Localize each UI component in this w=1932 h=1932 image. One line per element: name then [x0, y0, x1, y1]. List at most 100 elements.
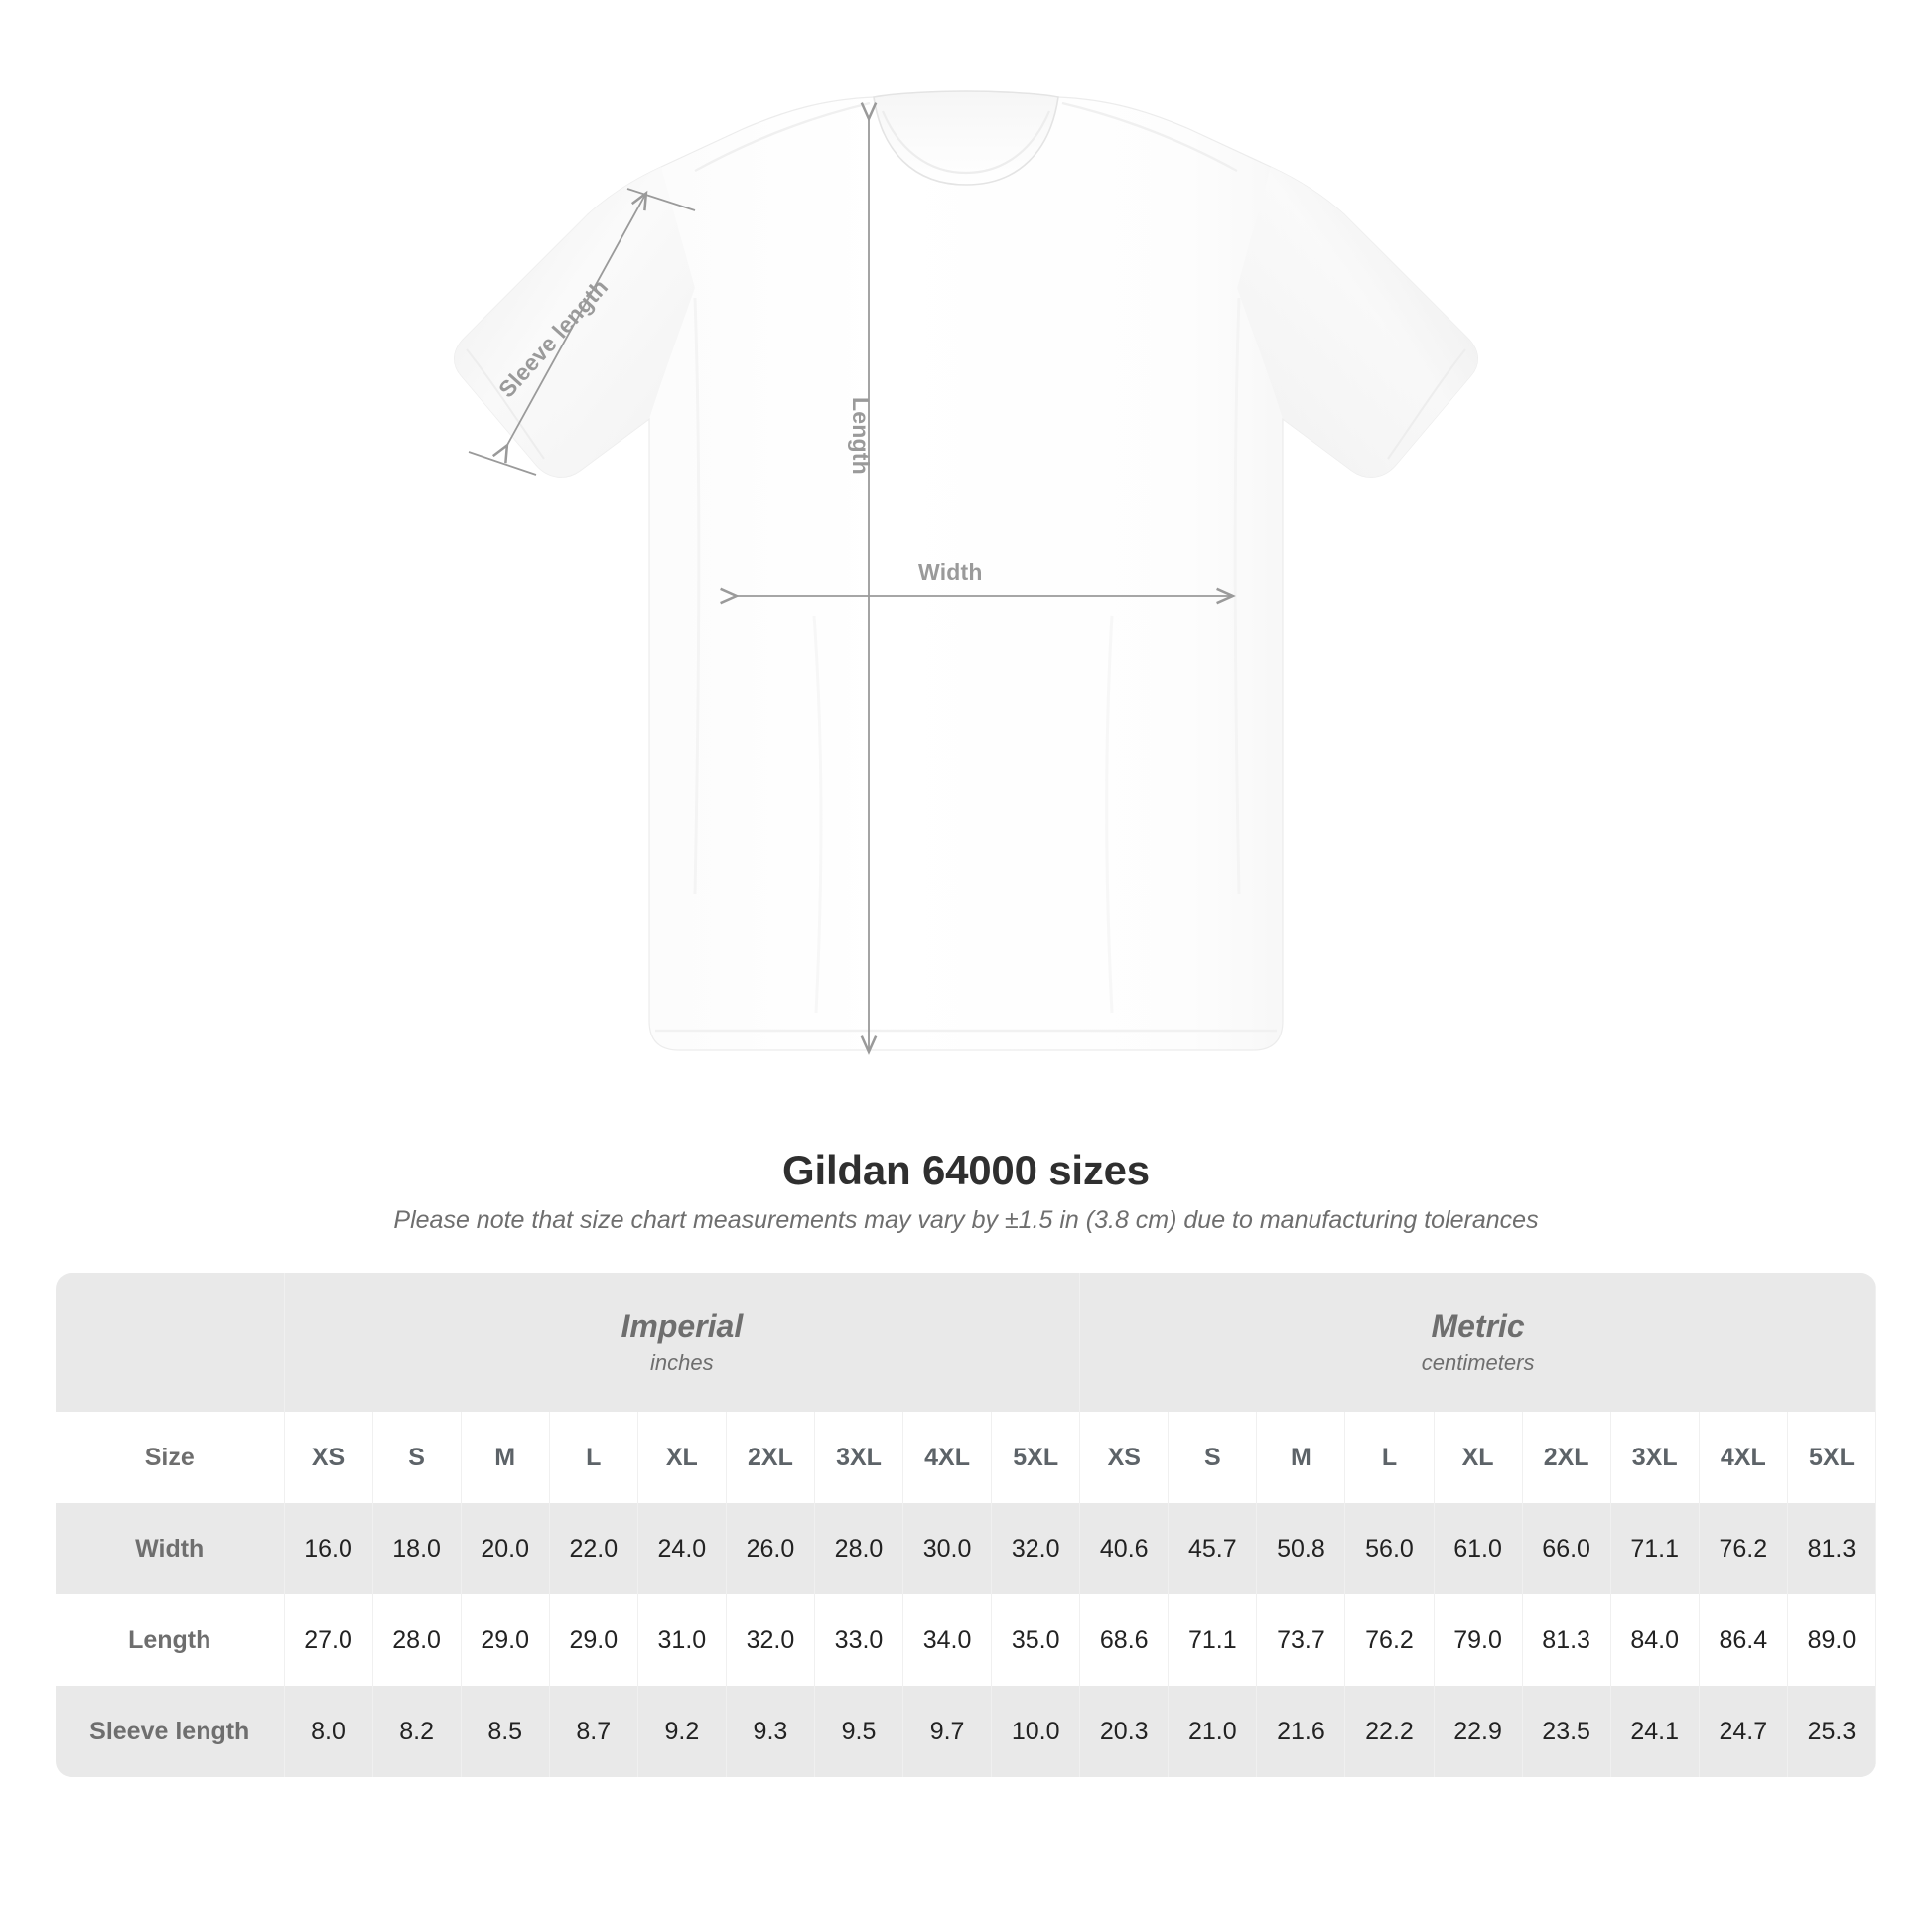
right-sleeve: [1237, 167, 1478, 478]
tshirt-diagram: Width Length Sleeve length: [454, 90, 1478, 1055]
measurement-cell: 23.5: [1522, 1686, 1611, 1777]
width-label: Width: [918, 559, 983, 585]
measurement-cell: 86.4: [1699, 1594, 1788, 1686]
size-column-header: 4XL: [1699, 1412, 1788, 1503]
measurement-cell: 32.0: [991, 1503, 1081, 1594]
measurement-cell: 8.7: [549, 1686, 638, 1777]
right-sleeve-hem: [1387, 348, 1466, 460]
fabric-fold-left: [693, 297, 701, 895]
measurement-cell: 9.3: [726, 1686, 815, 1777]
measurement-cell: 81.3: [1522, 1594, 1611, 1686]
tolerance-note: Please note that size chart measurements…: [393, 1206, 1539, 1234]
size-column-header: 2XL: [726, 1412, 815, 1503]
size-column-header: 4XL: [902, 1412, 993, 1503]
measurement-cell: 22.2: [1344, 1686, 1435, 1777]
unit-group-row: Imperial inches Metric centimeters: [56, 1273, 1876, 1412]
measurement-cell: 22.0: [549, 1503, 638, 1594]
measurement-cell: 21.0: [1168, 1686, 1258, 1777]
length-label: Length: [848, 397, 874, 475]
measurement-cell: 79.0: [1434, 1594, 1523, 1686]
size-column-header: S: [1168, 1412, 1258, 1503]
measurement-cell: 50.8: [1256, 1503, 1346, 1594]
left-shoulder-seam: [694, 101, 871, 173]
measurement-cell: 73.7: [1256, 1594, 1346, 1686]
unit-group-metric: Metric centimeters: [1079, 1273, 1876, 1412]
size-column-header: 3XL: [814, 1412, 904, 1503]
measurement-cell: 81.3: [1787, 1503, 1876, 1594]
measurement-cell: 9.2: [637, 1686, 727, 1777]
measurement-cell: 10.0: [991, 1686, 1081, 1777]
page-title: Gildan 64000 sizes: [782, 1147, 1150, 1193]
measurement-cell: 8.2: [372, 1686, 462, 1777]
size-column-header: XS: [1079, 1412, 1170, 1503]
size-chart-table: Imperial inches Metric centimeters Size XS S M L…: [56, 1273, 1876, 1777]
right-shoulder-seam: [1061, 101, 1238, 173]
measurement-cell: 9.7: [902, 1686, 993, 1777]
measurement-cell: 24.1: [1610, 1686, 1700, 1777]
measurement-cell: 68.6: [1079, 1594, 1170, 1686]
table-row: Sleeve length 8.0 8.2 8.5 8.7 9.2 9.3 9.5 9.7 10.…: [56, 1686, 1876, 1777]
measurement-cell: 16.0: [284, 1503, 373, 1594]
measurement-cell: 40.6: [1079, 1503, 1170, 1594]
measurement-cell: 84.0: [1610, 1594, 1700, 1686]
measurement-cell: 29.0: [549, 1594, 638, 1686]
measurement-cell: 32.0: [726, 1594, 815, 1686]
measurement-cell: 56.0: [1344, 1503, 1435, 1594]
measurement-cell: 76.2: [1699, 1503, 1788, 1594]
measurement-cell: 66.0: [1522, 1503, 1611, 1594]
measurement-row-label: Sleeve length: [56, 1686, 285, 1777]
table-row: Length 27.0 28.0 29.0 29.0 31.0 32.0 33.0 34.0 35…: [56, 1594, 1876, 1686]
size-column-header: S: [372, 1412, 462, 1503]
size-column-header: XS: [284, 1412, 373, 1503]
measurement-cell: 20.3: [1079, 1686, 1170, 1777]
size-column-header: XL: [637, 1412, 727, 1503]
measurement-cell: 8.5: [461, 1686, 550, 1777]
measurement-row-label: Width: [56, 1503, 285, 1594]
unit-group-unit: centimeters: [1421, 1349, 1535, 1375]
unit-group-imperial: Imperial inches: [284, 1273, 1081, 1412]
measurement-cell: 34.0: [902, 1594, 993, 1686]
measurement-cell: 71.1: [1610, 1503, 1700, 1594]
unit-group-name: Imperial: [621, 1308, 744, 1344]
measurement-cell: 28.0: [814, 1503, 904, 1594]
fabric-fold-center-left: [812, 615, 823, 1014]
fabric-fold-center-right: [1105, 615, 1114, 1014]
size-column-header: 3XL: [1610, 1412, 1700, 1503]
measurement-cell: 8.0: [284, 1686, 373, 1777]
sleeve-measure-line: [491, 190, 648, 464]
measurement-cell: 24.7: [1699, 1686, 1788, 1777]
size-header-label: Size: [56, 1412, 285, 1503]
sleeve-tick-top: [626, 188, 696, 211]
measurement-cell: 29.0: [461, 1594, 550, 1686]
measurement-cell: 45.7: [1168, 1503, 1258, 1594]
size-column-header: 5XL: [991, 1412, 1081, 1503]
size-column-header: M: [1256, 1412, 1346, 1503]
tshirt-illustration: [454, 90, 1478, 1055]
size-column-header: 5XL: [1787, 1412, 1876, 1503]
measurement-cell: 61.0: [1434, 1503, 1523, 1594]
measurement-cell: 35.0: [991, 1594, 1081, 1686]
size-column-header: XL: [1434, 1412, 1523, 1503]
size-chart-table-container: Imperial inches Metric centimeters Size XS S M L…: [56, 1273, 1876, 1777]
unit-group-name: Metric: [1431, 1308, 1525, 1344]
measurement-cell: 89.0: [1787, 1594, 1876, 1686]
measurement-cell: 71.1: [1168, 1594, 1258, 1686]
unit-group-unit: inches: [650, 1349, 714, 1375]
measurement-cell: 18.0: [372, 1503, 462, 1594]
measurement-cell: 30.0: [902, 1503, 993, 1594]
measurement-cell: 27.0: [284, 1594, 373, 1686]
size-column-header: 2XL: [1522, 1412, 1611, 1503]
size-column-header: M: [461, 1412, 550, 1503]
collar-inner-seam: [881, 110, 1051, 175]
measurement-cell: 9.5: [814, 1686, 904, 1777]
sleeve-tick-bottom: [468, 451, 537, 476]
measurement-cell: 31.0: [637, 1594, 727, 1686]
size-column-header: L: [1344, 1412, 1435, 1503]
measurement-cell: 76.2: [1344, 1594, 1435, 1686]
measurement-cell: 26.0: [726, 1503, 815, 1594]
measurement-cell: 22.9: [1434, 1686, 1523, 1777]
table-row: Width 16.0 18.0 20.0 22.0 24.0 26.0 28.0 30.0 32.…: [56, 1503, 1876, 1594]
size-column-header: L: [549, 1412, 638, 1503]
measurement-cell: 28.0: [372, 1594, 462, 1686]
measurement-cell: 33.0: [814, 1594, 904, 1686]
